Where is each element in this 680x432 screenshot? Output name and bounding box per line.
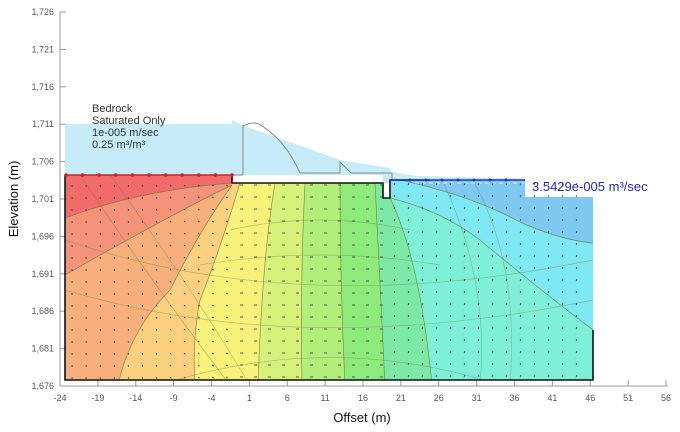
material-conductivity: 1e-005 m/sec [92,127,159,139]
x-tick-label: -24 [53,393,66,403]
y-tick-label: 1,686 [31,306,54,316]
y-axis: 1,676 1,681 1,686 1,691 1,696 1,701 1,706 1,711… [31,7,66,391]
y-tick-label: 1,676 [31,381,54,391]
flux-label: 3.5429e-005 m³/sec [525,177,648,197]
flow-lines [65,175,593,380]
x-axis-title: Offset (m) [333,410,391,425]
x-tick-label: 56 [661,393,671,403]
x-tick-label: 51 [623,393,633,403]
y-tick-label: 1,726 [31,7,54,17]
x-tick-label: 31 [472,393,482,403]
y-tick-label: 1,696 [31,231,54,241]
upstream-head-boundary [64,173,234,177]
x-tick-label: -4 [207,393,215,403]
y-axis-title: Elevation (m) [6,161,21,238]
y-tick-label: 1,706 [31,157,54,167]
flux-value: 3.5429e-005 m³/sec [532,179,648,194]
contour-fill [65,175,593,380]
material-model: Saturated Only [92,115,166,127]
x-tick-label: 26 [434,393,444,403]
x-tick-label: -9 [170,393,178,403]
y-tick-label: 1,721 [31,44,54,54]
dam-outline [231,122,393,183]
y-tick-label: 1,716 [31,82,54,92]
material-name: Bedrock [92,103,133,115]
x-tick-label: -14 [129,393,142,403]
x-tick-label: 41 [547,393,557,403]
x-tick-label: 1 [247,393,252,403]
x-tick-label: 36 [509,393,519,403]
y-tick-label: 1,691 [31,269,54,279]
velocity-vectors [71,182,578,379]
x-tick-label: -19 [91,393,104,403]
x-axis: -24 -19 -14 -9 -4 1 6 11 16 21 26 31 36 41 46 51 56 [53,380,671,403]
x-tick-label: 46 [585,393,595,403]
y-tick-label: 1,681 [31,344,54,354]
x-tick-label: 21 [396,393,406,403]
x-tick-label: 16 [358,393,368,403]
x-tick-label: 6 [285,393,290,403]
material-annotation: Bedrock Saturated Only 1e-005 m/sec 0.25… [92,103,166,151]
material-water-content: 0.25 m³/m³ [92,139,146,151]
x-tick-label: 11 [320,393,329,403]
y-tick-label: 1,701 [31,194,54,204]
y-tick-label: 1,711 [32,119,54,129]
